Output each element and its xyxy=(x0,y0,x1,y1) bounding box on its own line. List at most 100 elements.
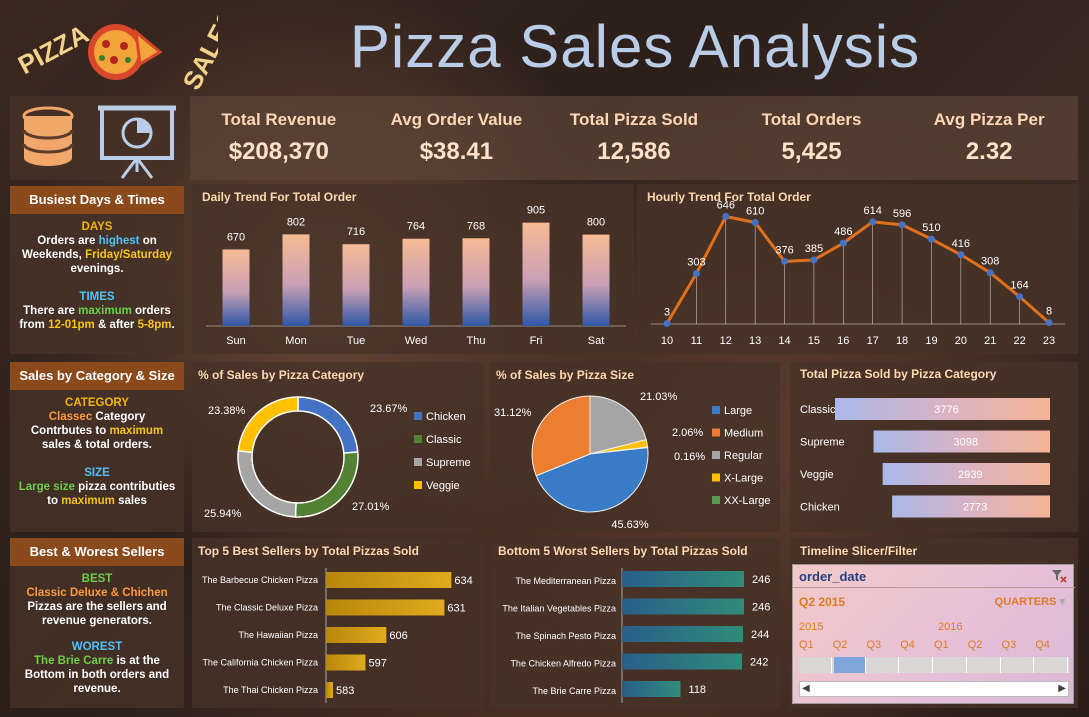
bar xyxy=(282,234,310,326)
data-label: 21.03% xyxy=(640,391,678,403)
timeline-quarter-cell[interactable] xyxy=(935,657,967,673)
category-text-2: sales & total orders. xyxy=(42,439,152,451)
sellers-panel: Best & Worest Sellers BEST Classic Delux… xyxy=(10,538,184,708)
scroll-left-arrow-icon[interactable]: ◀ xyxy=(802,683,810,694)
tick-label: 11 xyxy=(691,335,702,347)
data-label: 610 xyxy=(746,205,764,217)
category-total-panel: Total Pizza Sold by Pizza Category Class… xyxy=(790,362,1078,532)
worst-heading: WOREST xyxy=(71,641,123,653)
category-pct-title: % of Sales by Pizza Category xyxy=(198,368,365,382)
data-label: 31.12% xyxy=(494,407,532,419)
best-text: BEST Classic Deluxe & Chichen Pizzas are… xyxy=(10,566,184,628)
data-label: 606 xyxy=(389,630,407,642)
scroll-right-arrow-icon[interactable]: ▶ xyxy=(1058,683,1066,694)
legend-swatch xyxy=(712,473,720,482)
data-label: 596 xyxy=(893,208,911,220)
data-label: 3098 xyxy=(954,437,978,449)
point xyxy=(986,269,994,277)
timeline-scrollbar[interactable]: ◀ ▶ xyxy=(799,681,1069,697)
busiest-header: Busiest Days & Times xyxy=(10,186,184,214)
timeline-quarter-cell[interactable] xyxy=(1003,657,1035,673)
legend-label: Supreme xyxy=(426,457,471,469)
pizza-logo-icon: PIZZA SALES xyxy=(13,4,244,95)
point xyxy=(781,257,789,265)
point xyxy=(663,320,671,328)
timeline-quarter-label: Q3 xyxy=(866,639,882,651)
bar xyxy=(622,653,743,670)
database-icon xyxy=(22,106,74,166)
data-label: 3776 xyxy=(934,404,958,416)
data-label: 2773 xyxy=(963,502,987,514)
tick-label: Classic xyxy=(800,404,836,416)
timeline-quarter-cell[interactable] xyxy=(1036,657,1068,673)
category-heading: CATEGORY xyxy=(65,397,129,409)
point xyxy=(692,270,700,278)
bar xyxy=(326,682,333,698)
data-label: 2.06% xyxy=(672,427,703,439)
legend-label: X-Large xyxy=(724,473,763,485)
hourly-trend-panel: Hourly Trend For Total Order 3 10 303 11 646… xyxy=(637,184,1078,354)
data-label: 631 xyxy=(447,603,465,615)
tick-label: Fri xyxy=(530,335,543,347)
pie-slice xyxy=(589,395,647,455)
bar xyxy=(326,627,387,643)
times-text-1: There are xyxy=(23,305,79,317)
tick-label: 15 xyxy=(808,335,820,347)
times-highlight: maximum xyxy=(78,305,132,317)
data-label: 23.38% xyxy=(208,405,246,417)
data-label: 614 xyxy=(864,205,882,217)
timeline-quarter-cell[interactable] xyxy=(901,657,933,673)
data-label: 670 xyxy=(227,231,245,243)
kpi-panel: Total Revenue $208,370 Avg Order Value $… xyxy=(190,96,1078,180)
data-label: 2939 xyxy=(958,469,982,481)
busiest-panel: Busiest Days & Times DAYS Orders are hig… xyxy=(10,186,184,354)
bar xyxy=(582,234,610,326)
legend-swatch xyxy=(712,428,720,437)
legend-swatch xyxy=(414,435,422,443)
best-sellers-chart: The Barbecue Chicken Pizza 634 The Classic… xyxy=(202,568,473,703)
tick-label: The Classic Deluxe Pizza xyxy=(216,603,318,613)
best-sellers-panel: Top 5 Best Sellers by Total Pizzas Sold … xyxy=(192,538,484,708)
tick-label: 22 xyxy=(1013,335,1025,347)
timeline-quarter-label: Q1 xyxy=(934,639,949,651)
category-panel: Sales by Category & Size CATEGORY Classe… xyxy=(10,362,184,532)
data-label: 646 xyxy=(717,200,735,212)
data-label: 634 xyxy=(454,575,472,587)
kpi-label: Total Orders xyxy=(761,110,862,129)
donut-slice xyxy=(237,450,297,518)
size-text: SIZE Large size pizza contributies to ma… xyxy=(10,452,184,508)
data-label: 510 xyxy=(922,222,940,234)
chevron-down-icon: ▾ xyxy=(1059,596,1065,608)
point xyxy=(898,221,906,229)
page-title: Pizza Sales Analysis xyxy=(349,12,921,80)
timeline-quarter-cell[interactable] xyxy=(800,657,832,673)
tick-label: The California Chicken Pizza xyxy=(202,658,318,668)
tick-label: The Brie Carre Pizza xyxy=(532,686,616,696)
tick-label: Veggie xyxy=(800,469,834,481)
worst-text: WOREST The Brie Carre is at the Bottom i… xyxy=(10,628,184,696)
category-text-1: Category Contrbutes to xyxy=(30,411,146,437)
point xyxy=(722,213,730,221)
size-pct-panel: % of Sales by Pizza Size 21.03% 2.06% 0.16… xyxy=(490,362,780,532)
legend-swatch xyxy=(414,458,422,466)
timeline-track[interactable] xyxy=(799,657,1069,673)
kpi-value: 5,425 xyxy=(781,138,842,165)
category-highlight: Classec xyxy=(48,411,93,423)
timeline-slicer[interactable]: order_date Q2 2015 QUARTERS ▾ 2015 2016 … xyxy=(792,564,1075,704)
data-label: 486 xyxy=(834,226,852,238)
timeline-quarter-cell[interactable] xyxy=(868,657,900,673)
clear-filter-icon[interactable] xyxy=(1051,569,1067,583)
timeline-quarter-cell[interactable] xyxy=(833,657,866,673)
timeline-quarter-cell[interactable] xyxy=(969,657,1001,673)
category-text: CATEGORY Classec Category Contrbutes to … xyxy=(10,390,184,452)
data-label: 905 xyxy=(527,205,545,217)
legend-label: Medium xyxy=(724,428,763,440)
tick-label: 10 xyxy=(661,335,673,347)
daily-trend-panel: Daily Trend For Total Order 670 Sun 802 Mon… xyxy=(192,184,634,354)
days-heading: DAYS xyxy=(81,221,113,233)
tick-label: 14 xyxy=(778,335,790,347)
days-text-1: Orders are xyxy=(37,235,99,247)
timeline-level-dropdown[interactable]: QUARTERS ▾ xyxy=(995,595,1065,608)
tick-label: 12 xyxy=(720,335,732,347)
donut-slice xyxy=(297,396,359,454)
